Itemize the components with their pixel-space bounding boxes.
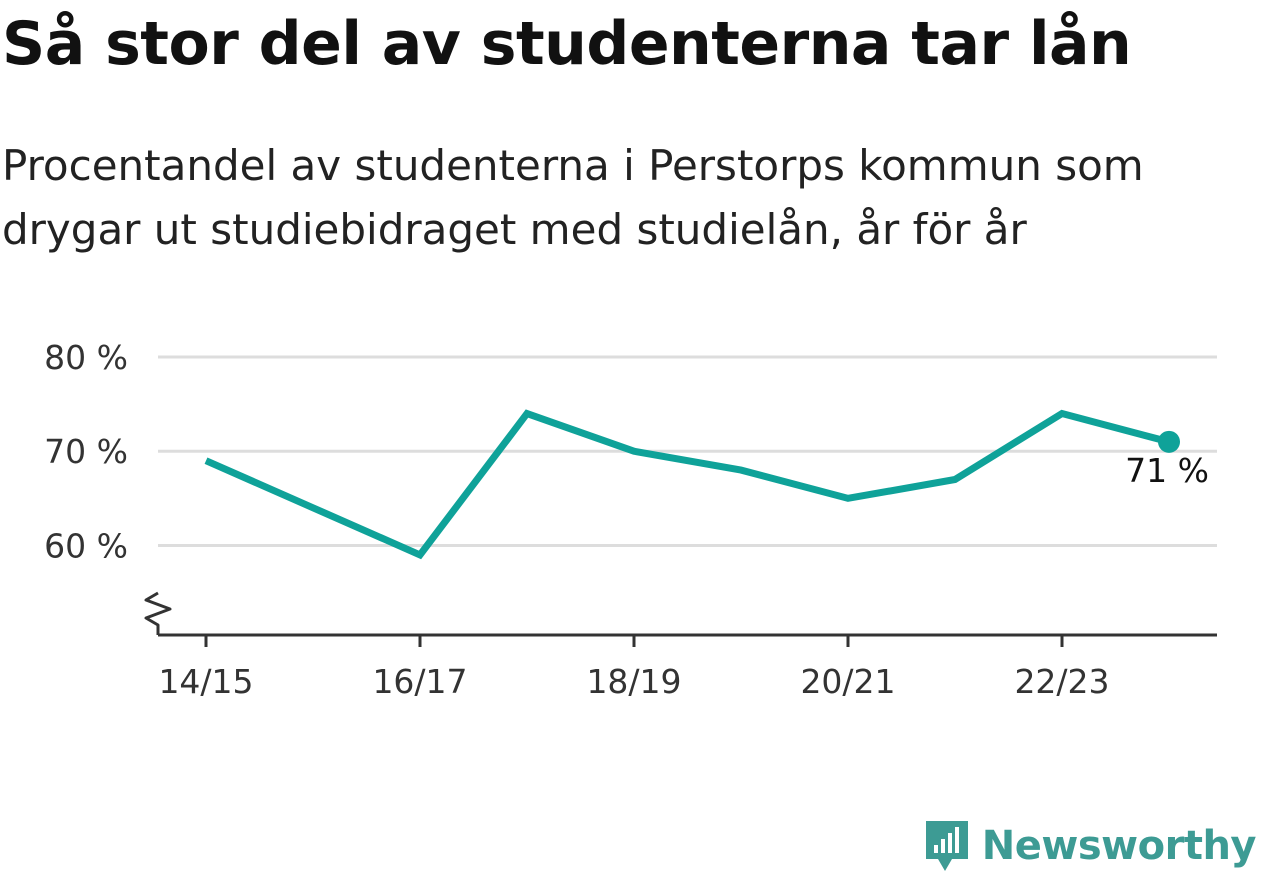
x-tick-label: 18/19 xyxy=(586,662,681,701)
y-tick-label: 80 % xyxy=(44,338,128,377)
x-axis-ticks: 14/15 16/17 18/19 20/21 22/23 xyxy=(158,635,1110,701)
y-tick-label: 70 % xyxy=(44,432,128,471)
axis-break-mark xyxy=(144,591,172,635)
newsworthy-logo-icon xyxy=(925,821,968,871)
chart-subtitle: Procentandel av studenterna i Perstorps … xyxy=(2,141,1144,254)
line-chart: 60 % 70 % 80 % 14/15 16/17 18/19 20/21 22/23 7… xyxy=(44,338,1217,701)
gridlines xyxy=(158,355,1217,547)
series: 71 % xyxy=(204,409,1209,560)
y-tick-label: 60 % xyxy=(44,526,128,565)
x-tick-label: 20/21 xyxy=(800,662,895,701)
x-tick-label: 22/23 xyxy=(1014,662,1109,701)
chart-title: Så stor del av studenterna tar lån xyxy=(2,9,1132,79)
series-line xyxy=(204,409,1170,560)
x-tick-label: 14/15 xyxy=(158,662,253,701)
last-point-marker xyxy=(1158,430,1180,453)
x-axis xyxy=(144,591,1217,637)
x-tick-label: 16/17 xyxy=(372,662,467,701)
newsworthy-logo: Newsworthy xyxy=(922,817,1257,875)
y-axis-ticks: 60 % 70 % 80 % xyxy=(44,338,128,565)
last-value-label: 71 % xyxy=(1125,451,1209,490)
newsworthy-logo-text: Newsworthy xyxy=(981,823,1257,869)
